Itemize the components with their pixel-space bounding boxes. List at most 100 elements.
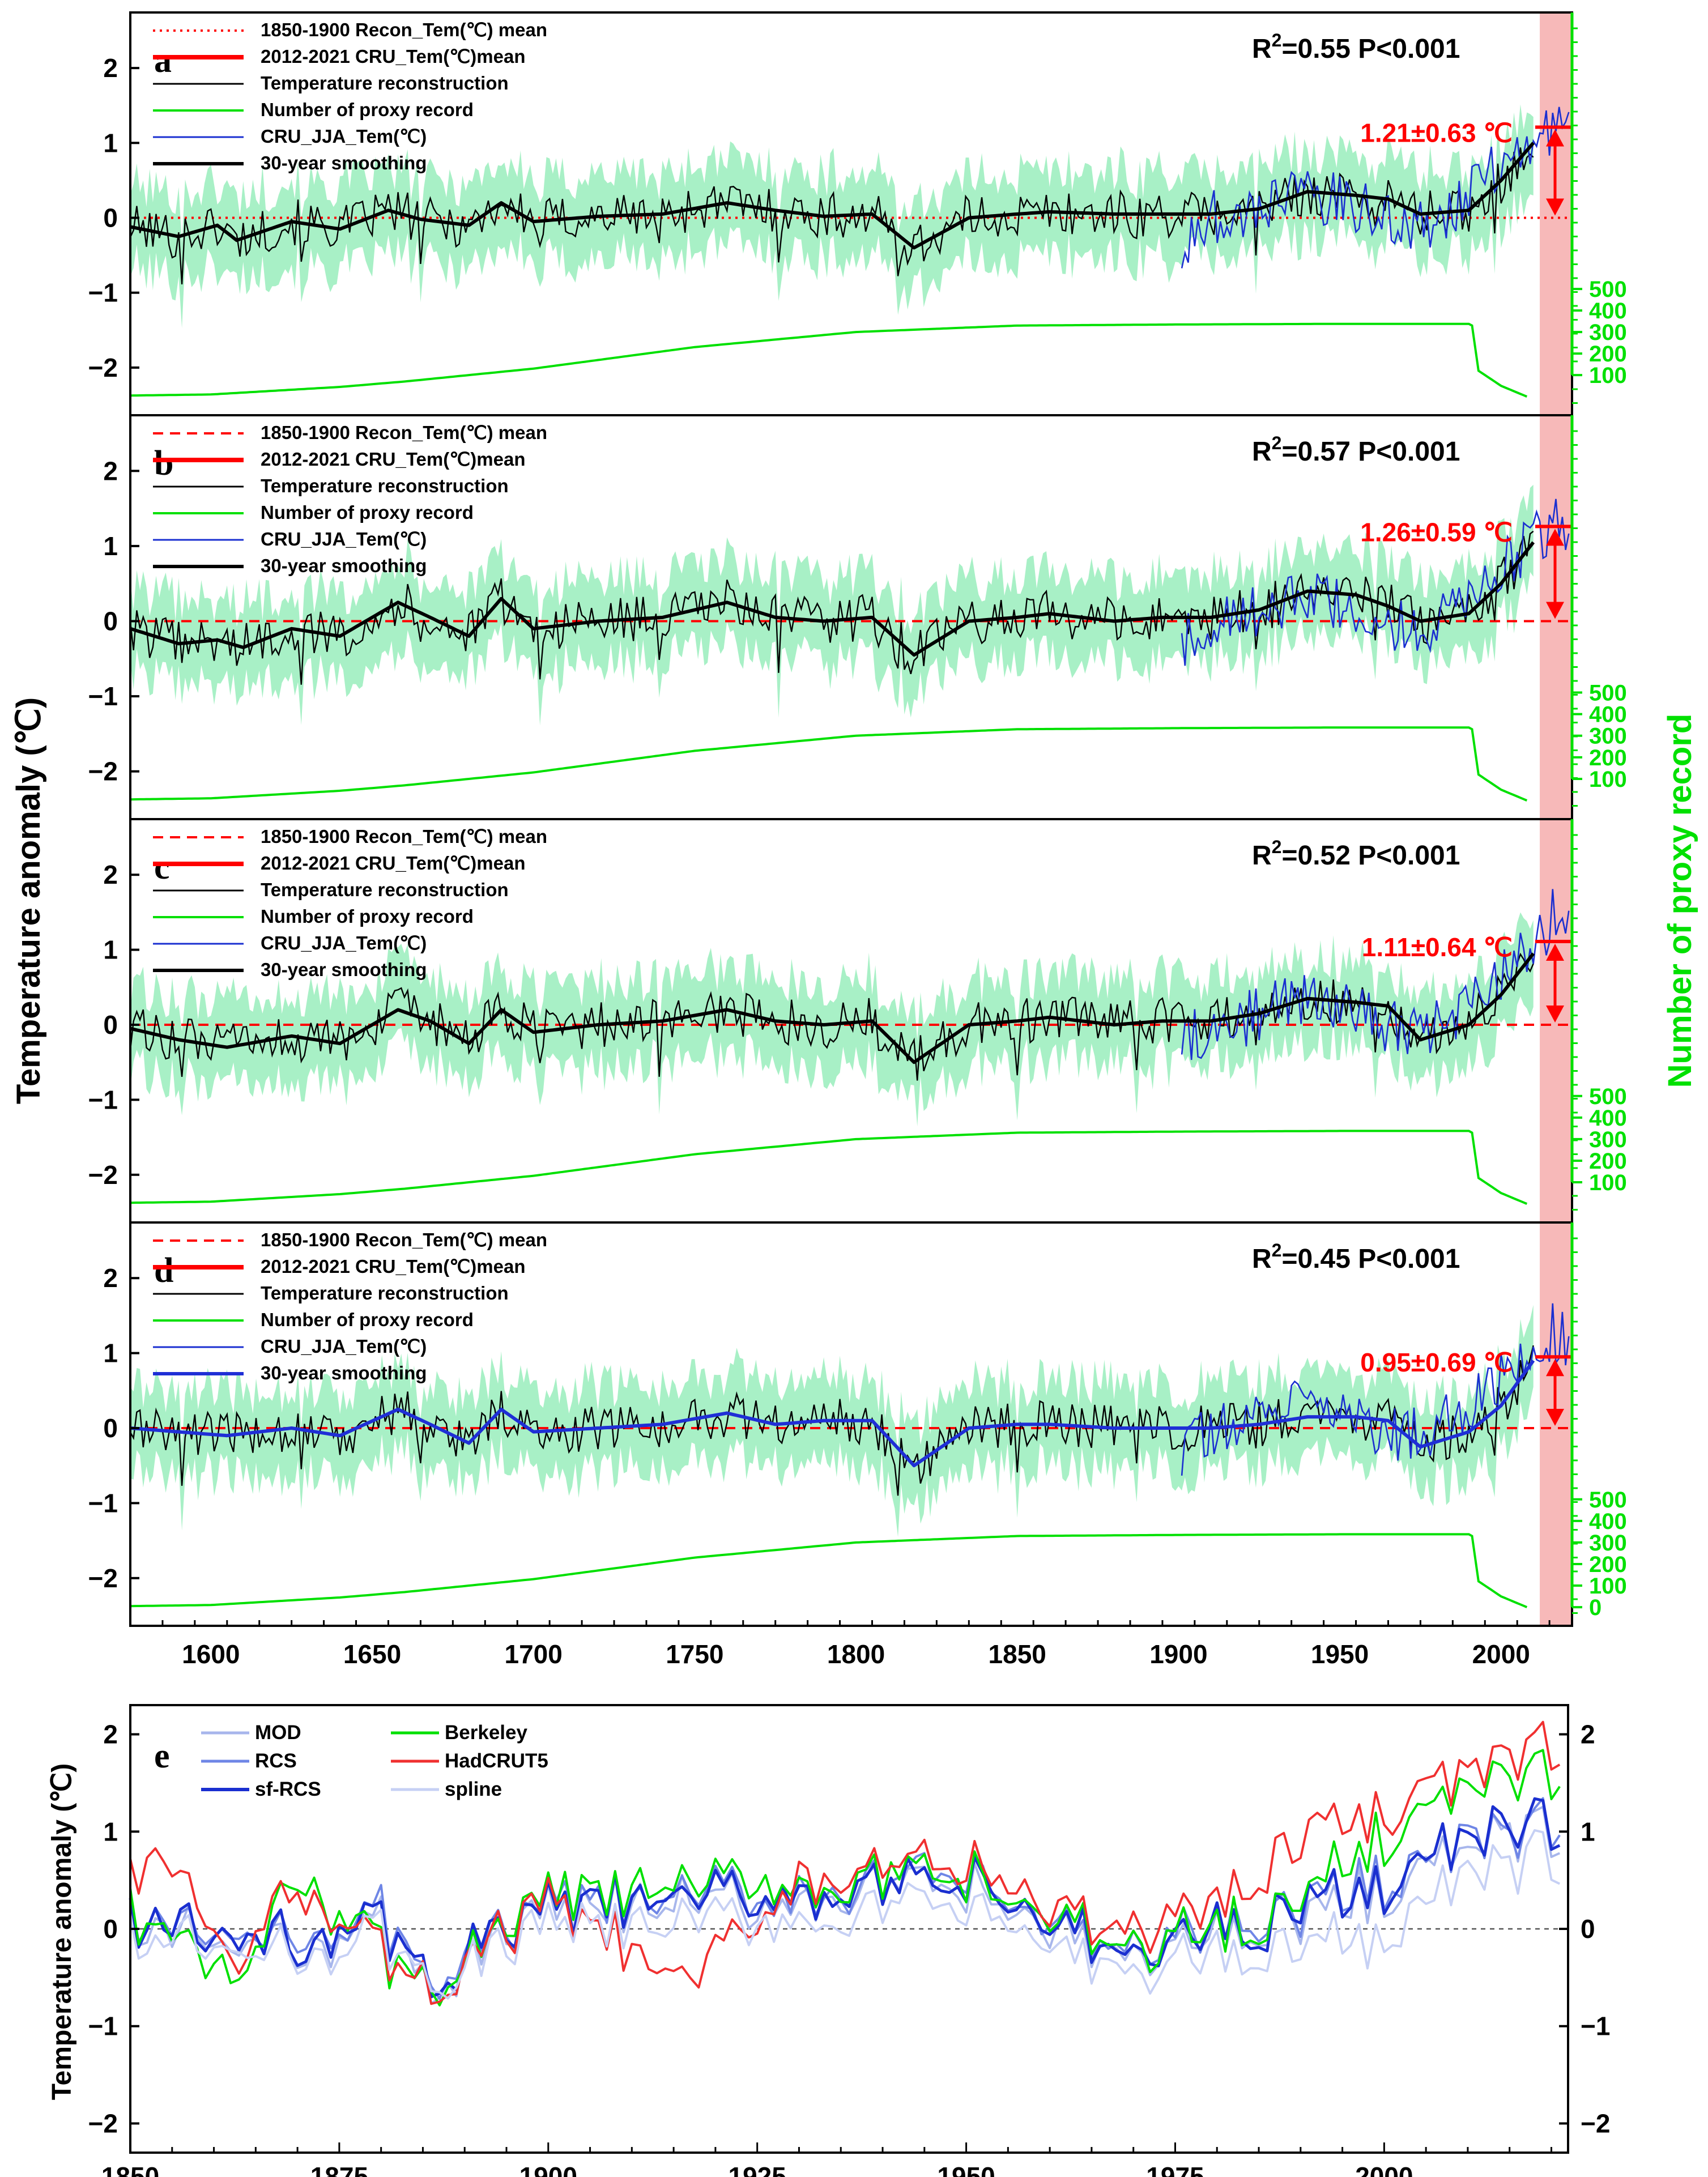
x-tick-label: 1975 — [1146, 2162, 1204, 2177]
stats-r: R — [1252, 34, 1272, 64]
y-tick-label: 0 — [103, 1413, 118, 1443]
series-mod-line — [129, 1805, 1561, 2005]
legend-label: Number of proxy record — [261, 502, 474, 523]
legend-label: 2012-2021 CRU_Tem(℃)mean — [261, 853, 525, 874]
y2-tick-label: 400 — [1589, 1106, 1627, 1131]
y-tick-label: −2 — [88, 2108, 118, 2138]
y2-tick-label: 300 — [1589, 1127, 1627, 1152]
uncertainty-band — [130, 912, 1534, 1127]
legend-label: 30-year smoothing — [261, 1362, 427, 1383]
smoothing-line — [130, 142, 1535, 250]
stats-value: =0.55 P<0.001 — [1281, 34, 1460, 64]
y2-tick-label: 500 — [1589, 1488, 1627, 1513]
legend-label: RCS — [255, 1750, 297, 1772]
y-tick-label: −1 — [88, 278, 118, 308]
y-tick-label: −2 — [88, 757, 118, 786]
stats-label: R2=0.52 P<0.001 — [1252, 837, 1460, 871]
reconstruction-line — [129, 147, 1534, 284]
y2-tick-label: 300 — [1589, 320, 1627, 345]
warming-arrow-head-up — [1546, 944, 1564, 961]
stats-r: R — [1252, 437, 1272, 467]
proxy-record-line — [130, 1130, 1528, 1205]
series-sf-rcs-line — [129, 1797, 1561, 1999]
y2-tick-label: 100 — [1589, 767, 1627, 792]
x-tick-label: 2000 — [1355, 2162, 1413, 2177]
legend-label: Temperature reconstruction — [261, 879, 509, 900]
reconstruction-line — [129, 530, 1534, 685]
stats-sup: 2 — [1272, 1240, 1282, 1260]
y-tick-label: 1 — [103, 1817, 118, 1846]
stats-value: =0.57 P<0.001 — [1281, 437, 1460, 467]
stats-label: R2=0.57 P<0.001 — [1252, 433, 1460, 467]
y-tick-label: 2 — [103, 1720, 118, 1749]
warming-arrow-head-down — [1546, 1409, 1564, 1426]
y-tick-label-right: 0 — [1581, 1914, 1595, 1944]
warming-annotation: 1.11±0.64 ℃ — [1362, 932, 1513, 962]
warming-arrow-head-down — [1546, 602, 1564, 619]
legend-label: 30-year smoothing — [261, 555, 427, 576]
x-tick-label: 1875 — [310, 2162, 368, 2177]
y2-tick-label: 400 — [1589, 702, 1627, 727]
y-tick-label: 1 — [103, 128, 118, 157]
y-axis-title: Temperature anomaly (℃) — [10, 697, 47, 1104]
y-tick-label: 1 — [103, 1339, 118, 1368]
legend-label: CRU_JJA_Tem(℃) — [261, 126, 427, 147]
y-tick-label: −1 — [88, 1488, 118, 1518]
legend-label: HadCRUT5 — [445, 1750, 548, 1772]
legend-label: Berkeley — [445, 1722, 527, 1744]
y-tick-label: 2 — [103, 456, 118, 485]
proxy-record-line — [130, 1533, 1528, 1608]
x-tick-label: 1600 — [182, 1639, 240, 1669]
y-tick-label-right: 2 — [1581, 1720, 1595, 1749]
legend-label: Temperature reconstruction — [261, 475, 509, 496]
panel-e-y-axis-title: Temperature anomaly (℃) — [47, 1763, 77, 2101]
reconstruction-line — [129, 952, 1534, 1081]
panel-letter: a — [154, 41, 172, 80]
y2-tick-label: 200 — [1589, 745, 1627, 770]
y2-tick-label: 400 — [1589, 1509, 1627, 1534]
warming-arrow-head-down — [1546, 198, 1564, 216]
y2-axis-title: Number of proxy record — [1662, 714, 1698, 1088]
x-tick-label: 1700 — [505, 1639, 563, 1669]
stats-sup: 2 — [1272, 837, 1282, 857]
y-tick-label: −1 — [88, 2012, 118, 2041]
y-tick-label-right: 1 — [1581, 1817, 1595, 1846]
y2-tick-label: 100 — [1589, 363, 1627, 388]
warming-annotation: 1.21±0.63 ℃ — [1360, 118, 1513, 148]
proxy-record-line — [130, 726, 1528, 802]
x-tick-label: 1925 — [729, 2162, 786, 2177]
warming-arrow-head-down — [1546, 1006, 1564, 1023]
stats-label: R2=0.55 P<0.001 — [1252, 30, 1460, 64]
y-tick-label: 1 — [103, 935, 118, 965]
y2-tick-label: 200 — [1589, 342, 1627, 367]
stats-sup: 2 — [1272, 30, 1282, 50]
y-tick-label: −2 — [88, 353, 118, 382]
panel-letter: b — [154, 444, 173, 483]
legend-label: 1850-1900 Recon_Tem(℃) mean — [261, 826, 547, 847]
x-tick-label: 2000 — [1472, 1639, 1530, 1669]
legend-label: sf-RCS — [255, 1778, 321, 1800]
y2-tick-label: 200 — [1589, 1149, 1627, 1174]
smoothing-line — [130, 952, 1535, 1064]
y2-tick-label: 100 — [1589, 1574, 1627, 1599]
y-tick-label: −1 — [88, 681, 118, 711]
legend-label: Number of proxy record — [261, 906, 474, 927]
x-tick-label: 1750 — [666, 1639, 723, 1669]
legend-label: Temperature reconstruction — [261, 73, 509, 93]
x-tick-label: 1900 — [519, 2162, 577, 2177]
y2-tick-label: 0 — [1589, 1595, 1601, 1620]
y2-tick-label: 200 — [1589, 1552, 1627, 1577]
series-berkeley-line — [129, 1749, 1561, 2006]
y-tick-label-right: −2 — [1581, 2108, 1610, 2138]
y2-tick-label: 400 — [1589, 299, 1627, 323]
legend-label: CRU_JJA_Tem(℃) — [261, 932, 427, 953]
legend-label: 2012-2021 CRU_Tem(℃)mean — [261, 1256, 525, 1277]
x-tick-label: 1950 — [937, 2162, 995, 2177]
x-tick-label: 1800 — [827, 1639, 885, 1669]
stats-r: R — [1252, 841, 1272, 871]
panel-letter: c — [154, 848, 170, 887]
x-tick-label: 1850 — [989, 1639, 1046, 1669]
panel-letter: e — [154, 1737, 170, 1775]
series-rcs-line — [129, 1797, 1561, 2000]
